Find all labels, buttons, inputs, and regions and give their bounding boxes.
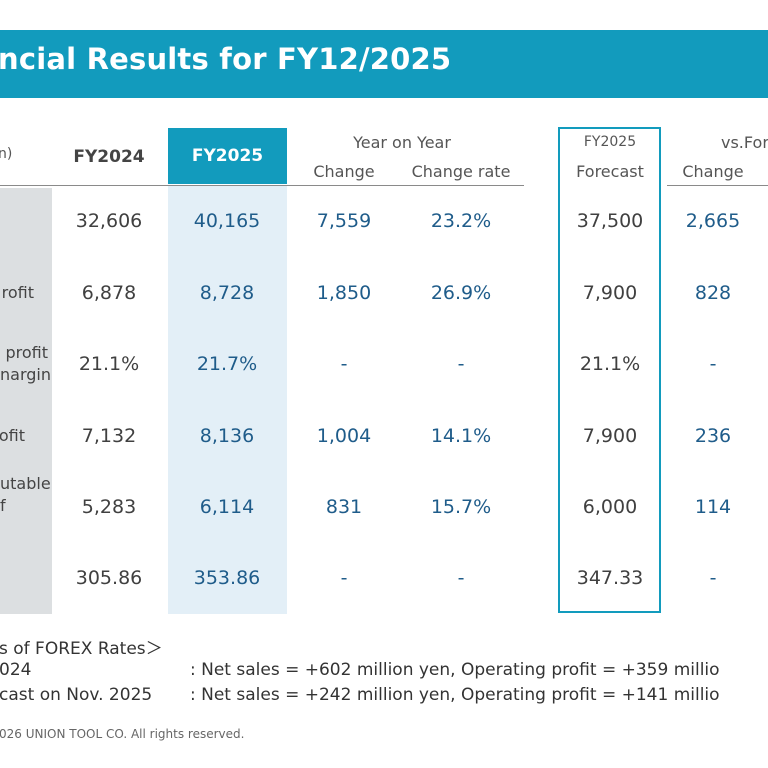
cell-fy2025: 6,114 (199, 496, 255, 518)
cell-vs-change: 2,665 (685, 210, 741, 232)
forex-line-right: : Net sales = +242 million yen, Operatin… (190, 685, 720, 705)
cell-fy2024: 6,878 (81, 282, 137, 304)
cell-fy2025: 8,728 (199, 282, 255, 304)
vs-forecast-group-header: vs.For (721, 133, 768, 152)
row-label: utable f (0, 474, 51, 515)
cell-fy2025: 8,136 (199, 425, 255, 447)
cell-vs-change: - (709, 353, 717, 375)
cell-vs-change: - (709, 567, 717, 589)
cell-vs-change: 828 (694, 282, 732, 304)
cell-change-rate: 26.9% (430, 282, 492, 304)
forex-heading: s of FOREX Rates＞ (0, 639, 163, 659)
cell-forecast: 6,000 (582, 496, 638, 518)
vs-forecast-change-header: Change (682, 162, 744, 181)
row-label: profit nargin (0, 343, 51, 384)
cell-fy2024: 5,283 (81, 496, 137, 518)
cell-forecast: 21.1% (579, 353, 641, 375)
cell-forecast: 347.33 (576, 567, 644, 589)
cell-change: 1,850 (316, 282, 372, 304)
cell-forecast: 7,900 (582, 282, 638, 304)
cell-vs-change: 114 (694, 496, 732, 518)
row-label-column (0, 188, 52, 614)
cell-fy2025: 21.7% (196, 353, 258, 375)
forecast-column-frame (558, 127, 661, 613)
fy2025-header: FY2025 (168, 128, 287, 184)
row-label: ofit (0, 426, 25, 445)
header-divider (0, 185, 524, 186)
yoy-group-header: Year on Year (353, 133, 451, 152)
forex-line-right: : Net sales = +602 million yen, Operatin… (190, 660, 720, 680)
yoy-change-header: Change (313, 162, 375, 181)
cell-forecast: 37,500 (576, 210, 644, 232)
forecast-header: Forecast (576, 162, 644, 181)
cell-change-rate: - (457, 353, 465, 375)
cell-change: 831 (325, 496, 363, 518)
header-divider-right (667, 185, 768, 186)
cell-forecast: 7,900 (582, 425, 638, 447)
cell-fy2025: 353.86 (193, 567, 261, 589)
cell-fy2024: 305.86 (75, 567, 143, 589)
cell-vs-change: 236 (694, 425, 732, 447)
forex-line-left: cast on Nov. 2025 (0, 685, 153, 705)
fy2024-header: FY2024 (73, 147, 145, 167)
cell-change-rate: 14.1% (430, 425, 492, 447)
row-label: rofit (1, 283, 34, 302)
yoy-change-rate-header: Change rate (411, 162, 511, 181)
cell-change-rate: 15.7% (430, 496, 492, 518)
cell-change: - (340, 567, 348, 589)
title-banner: ncial Results for FY12/2025 (0, 30, 768, 98)
fy2025-highlight-column (168, 185, 287, 614)
cell-fy2024: 32,606 (75, 210, 143, 232)
copyright: 026 UNION TOOL CO. All rights reserved. (0, 727, 245, 741)
cell-change: - (340, 353, 348, 375)
forecast-year-header: FY2025 (583, 134, 637, 150)
forex-line-left: 024 (0, 660, 32, 680)
unit-label: n) (0, 146, 13, 162)
cell-change-rate: - (457, 567, 465, 589)
cell-change: 7,559 (316, 210, 372, 232)
page-title: ncial Results for FY12/2025 (0, 42, 452, 76)
cell-change: 1,004 (316, 425, 372, 447)
cell-fy2024: 21.1% (78, 353, 140, 375)
cell-change-rate: 23.2% (430, 210, 492, 232)
cell-fy2024: 7,132 (81, 425, 137, 447)
cell-fy2025: 40,165 (193, 210, 261, 232)
